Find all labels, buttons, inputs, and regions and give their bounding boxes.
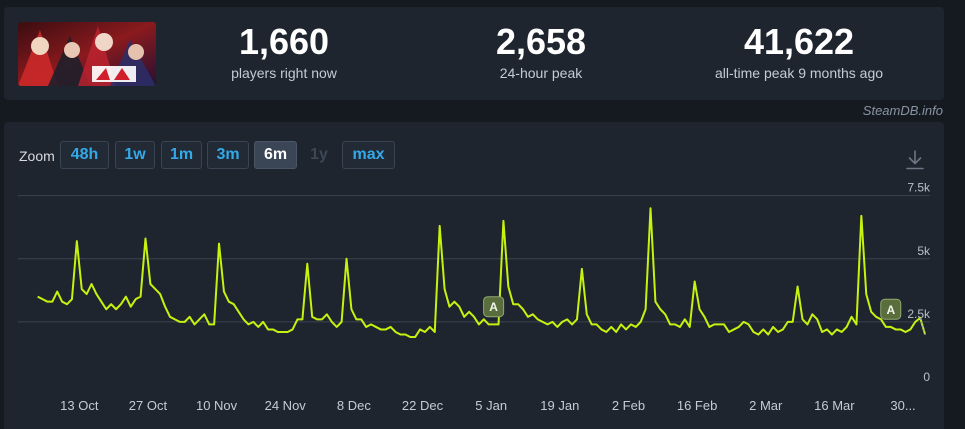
chart-gridlines [18,195,930,323]
chart-series-layer [37,207,927,339]
all-time-peak-label: all-time peak 9 months ago [714,65,884,81]
stat-all-time-peak: 41,622 all-time peak 9 months ago [669,21,929,81]
zoom-button-1w[interactable]: 1w [115,141,155,169]
zoom-button-48h[interactable]: 48h [60,141,109,169]
download-icon[interactable] [905,149,925,171]
annotation-marker-0 [483,296,505,318]
annotation-label: A [489,300,498,314]
x-tick-label: 2 Feb [612,398,645,413]
current-players-label: players right now [231,65,337,81]
stats-panel: 1,660 players right now 2,658 24-hour pe… [4,7,944,100]
zoom-button-6m[interactable]: 6m [254,141,297,169]
chart-y-axis: 0 2.5k 5k 7.5k [907,181,931,384]
game-thumbnail-image [18,22,156,86]
stat-current-players: 1,660 players right now [154,21,414,81]
x-tick-label: 24 Nov [265,398,307,413]
x-tick-label: 13 Oct [60,398,99,413]
x-tick-label: 22 Dec [402,398,444,413]
series-incomplete-segment [919,317,926,335]
x-tick-label: 30... [890,398,915,413]
game-thumbnail[interactable] [18,22,156,86]
stat-24h-peak: 2,658 24-hour peak [411,21,671,81]
current-players-value: 1,660 [238,21,330,62]
series-line-players [37,207,927,339]
zoom-button-3m[interactable]: 3m [207,141,249,169]
x-tick-label: 27 Oct [129,398,168,413]
y-tick-label: 7.5k [907,181,931,195]
x-tick-label: 10 Nov [196,398,238,413]
zoom-button-1m[interactable]: 1m [161,141,202,169]
x-tick-label: 16 Feb [677,398,717,413]
zoom-button-max[interactable]: max [342,141,395,169]
y-tick-label: 2.5k [907,307,931,321]
x-tick-label: 19 Jan [540,398,579,413]
x-tick-label: 2 Mar [749,398,783,413]
zoom-label: Zoom [19,148,55,164]
annotation-marker-1 [880,298,902,320]
annotation-label: A [886,303,895,317]
chart-x-axis: 13 Oct 27 Oct 10 Nov 24 Nov 8 Dec 22 Dec 5 Jan… [60,398,916,413]
y-tick-label: 5k [917,244,931,258]
x-tick-label: 5 Jan [475,398,507,413]
chart-panel [4,122,944,429]
24h-peak-label: 24-hour peak [499,65,583,81]
x-tick-label: 16 Mar [814,398,855,413]
steamdb-watermark[interactable]: SteamDB.info [862,103,943,118]
x-tick-label: 8 Dec [337,398,371,413]
all-time-peak-value: 41,622 [743,21,855,62]
24h-peak-value: 2,658 [495,21,587,62]
zoom-button-1y: 1y [310,146,328,163]
y-tick-label: 0 [923,370,930,384]
